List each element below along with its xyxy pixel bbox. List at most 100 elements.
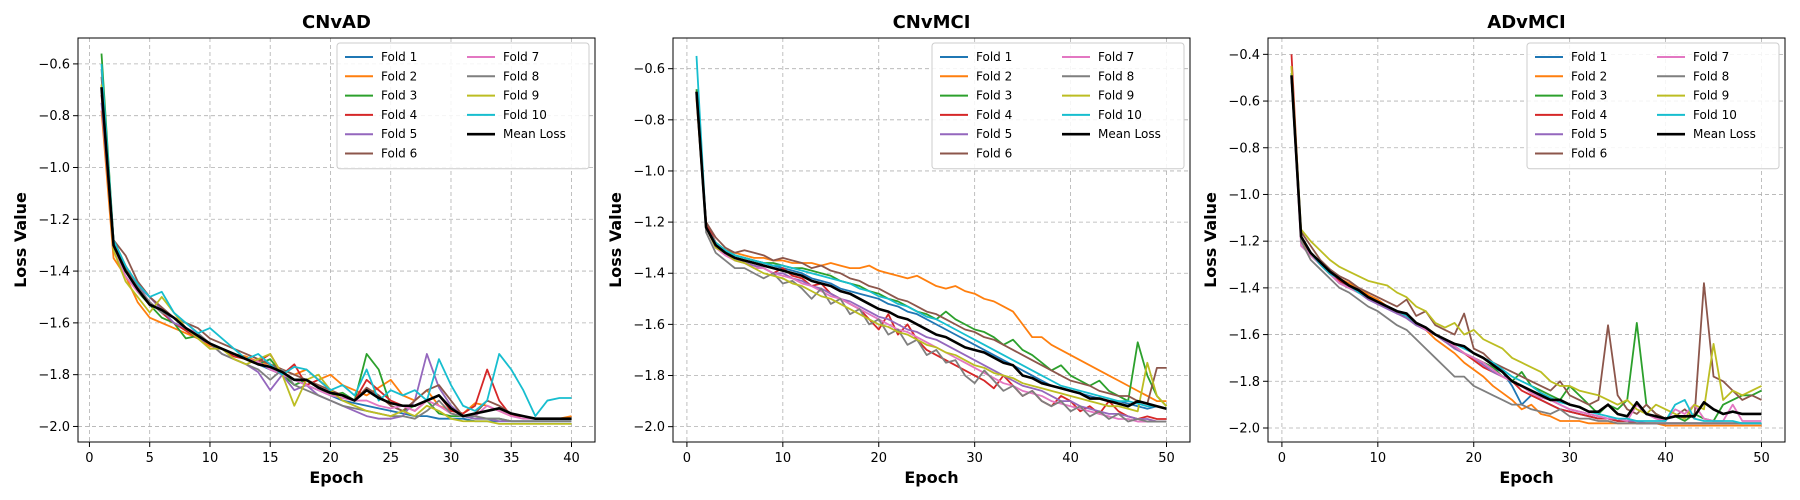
legend-item: Fold 6 bbox=[940, 147, 1012, 161]
x-tick-label: 15 bbox=[262, 451, 279, 466]
series-line-fold-6 bbox=[695, 94, 1167, 405]
legend-box bbox=[931, 42, 1185, 170]
legend-label: Fold 8 bbox=[503, 69, 539, 83]
legend-item: Fold 4 bbox=[940, 108, 1012, 122]
legend-label: Fold 9 bbox=[503, 89, 539, 103]
x-tick-label: 0 bbox=[1278, 451, 1286, 466]
legend-label: Fold 8 bbox=[1693, 69, 1729, 83]
y-tick-label: −1.2 bbox=[1228, 235, 1260, 250]
legend-label: Fold 10 bbox=[1098, 108, 1142, 122]
legend-label: Fold 7 bbox=[1098, 50, 1134, 64]
series-line-fold-10 bbox=[100, 63, 572, 418]
legend-label: Fold 3 bbox=[976, 89, 1012, 103]
y-tick-label: −0.8 bbox=[1228, 141, 1260, 156]
axis-ticks: 0 10 20 30 40 50 −2.0 −1.8 −1.6 −1.4 −1.2 −1.0 −0.8 −… bbox=[1228, 48, 1769, 466]
legend-label: Fold 6 bbox=[1571, 147, 1607, 161]
legend-item: Fold 2 bbox=[1535, 69, 1607, 83]
legend-label: Fold 5 bbox=[1571, 127, 1607, 141]
x-tick-label: 0 bbox=[85, 451, 93, 466]
panel-title: CNvMCI bbox=[893, 12, 971, 33]
legend-label: Fold 1 bbox=[1571, 50, 1607, 64]
y-tick-label: −0.4 bbox=[1228, 48, 1260, 63]
y-tick-label: −1.0 bbox=[38, 161, 70, 176]
legend-box bbox=[336, 42, 590, 170]
series-line-mean-loss bbox=[695, 91, 1167, 411]
legend-label: Fold 1 bbox=[381, 50, 417, 64]
y-tick-label: −1.6 bbox=[38, 316, 70, 331]
legend-item: Mean Loss bbox=[1657, 127, 1756, 141]
y-tick-label: −1.0 bbox=[633, 164, 665, 179]
x-tick-label: 30 bbox=[966, 451, 983, 466]
y-tick-label: −1.8 bbox=[633, 369, 665, 384]
axis-ticks: 0 5 10 15 20 25 30 35 40 −2.0 −1.8 −1.6 −1.4 −1.2 −1.0… bbox=[38, 57, 579, 466]
legend-label: Mean Loss bbox=[1098, 127, 1161, 141]
legend-item: Fold 8 bbox=[467, 69, 539, 83]
legend-label: Fold 7 bbox=[1693, 50, 1729, 64]
legend-item: Fold 9 bbox=[467, 89, 539, 103]
legend-item: Fold 5 bbox=[1535, 127, 1607, 141]
legend-label: Fold 4 bbox=[1571, 108, 1607, 122]
series-line-mean-loss bbox=[100, 87, 572, 420]
x-tick-label: 5 bbox=[146, 451, 154, 466]
legend-item: Fold 5 bbox=[940, 127, 1012, 141]
y-tick-label: −2.0 bbox=[38, 420, 70, 435]
series-line-fold-8 bbox=[695, 94, 1167, 423]
panel-title: CNvAD bbox=[302, 12, 371, 33]
y-tick-label: −0.6 bbox=[633, 62, 665, 77]
y-tick-label: −1.4 bbox=[1228, 281, 1260, 296]
legend-item: Mean Loss bbox=[467, 127, 566, 141]
x-tick-label: 10 bbox=[202, 451, 219, 466]
legend-label: Fold 6 bbox=[381, 147, 417, 161]
series-lines bbox=[1290, 54, 1762, 427]
y-tick-label: −1.2 bbox=[633, 216, 665, 231]
y-axis-label: Loss Value bbox=[11, 192, 30, 288]
legend-item: Fold 1 bbox=[1535, 50, 1607, 64]
legend-label: Fold 3 bbox=[381, 89, 417, 103]
legend-label: Fold 9 bbox=[1098, 89, 1134, 103]
x-tick-label: 35 bbox=[503, 451, 520, 466]
series-line-mean-loss bbox=[1290, 75, 1762, 420]
legend-item: Fold 7 bbox=[467, 50, 539, 64]
y-axis-label: Loss Value bbox=[606, 192, 625, 288]
x-tick-label: 40 bbox=[1062, 451, 1079, 466]
y-axis-label: Loss Value bbox=[1201, 192, 1220, 288]
y-tick-label: −1.8 bbox=[38, 368, 70, 383]
x-axis-label: Epoch bbox=[1499, 468, 1553, 487]
x-tick-label: 0 bbox=[683, 451, 691, 466]
legend-item: Fold 8 bbox=[1062, 69, 1134, 83]
legend-label: Fold 7 bbox=[503, 50, 539, 64]
legend-item: Fold 10 bbox=[1062, 108, 1142, 122]
x-tick-label: 30 bbox=[1561, 451, 1578, 466]
legend-item: Fold 4 bbox=[1535, 108, 1607, 122]
legend-item: Fold 9 bbox=[1062, 89, 1134, 103]
legend-label: Fold 3 bbox=[1571, 89, 1607, 103]
x-tick-label: 20 bbox=[1465, 451, 1482, 466]
x-tick-label: 50 bbox=[1753, 451, 1770, 466]
legend: Fold 1 Fold 2 Fold 3 Fold 4 Fold 5 Fold 6 Fold… bbox=[336, 42, 590, 170]
legend-item: Fold 4 bbox=[345, 108, 417, 122]
x-axis-label: Epoch bbox=[309, 468, 363, 487]
y-tick-label: −2.0 bbox=[633, 420, 665, 435]
legend-label: Fold 5 bbox=[976, 127, 1012, 141]
series-lines bbox=[100, 53, 572, 425]
y-tick-label: −1.4 bbox=[633, 267, 665, 282]
x-tick-label: 30 bbox=[443, 451, 460, 466]
legend-item: Fold 3 bbox=[345, 89, 417, 103]
series-line-fold-9 bbox=[695, 91, 1168, 413]
x-tick-label: 40 bbox=[1657, 451, 1674, 466]
gridlines bbox=[78, 38, 595, 442]
x-axis-label: Epoch bbox=[904, 468, 958, 487]
legend-item: Fold 10 bbox=[467, 108, 547, 122]
series-line-fold-6 bbox=[1290, 77, 1762, 420]
legend-label: Fold 9 bbox=[1693, 89, 1729, 103]
x-tick-label: 25 bbox=[382, 451, 399, 466]
legend-item: Fold 2 bbox=[345, 69, 417, 83]
legend-item: Fold 6 bbox=[1535, 147, 1607, 161]
y-tick-label: −2.0 bbox=[1228, 421, 1260, 436]
y-tick-label: −1.8 bbox=[1228, 375, 1260, 390]
series-line-fold-10 bbox=[695, 55, 1167, 410]
legend-label: Fold 4 bbox=[381, 108, 417, 122]
legend-box bbox=[1526, 42, 1780, 170]
series-lines bbox=[695, 55, 1168, 423]
legend-label: Fold 2 bbox=[1571, 69, 1607, 83]
